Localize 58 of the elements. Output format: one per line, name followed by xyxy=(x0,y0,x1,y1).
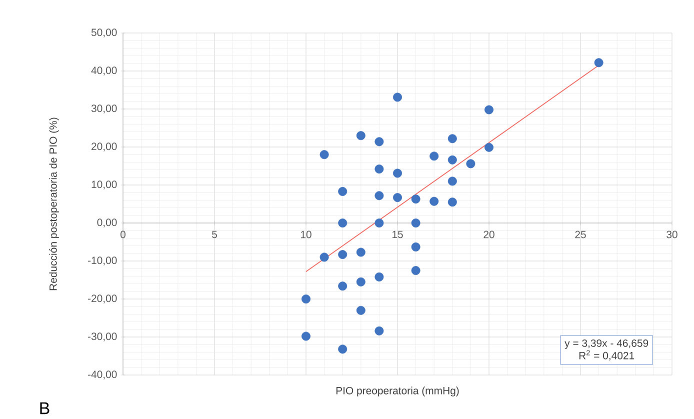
point xyxy=(430,196,439,206)
point xyxy=(411,242,420,252)
point xyxy=(484,142,494,152)
point xyxy=(356,248,366,257)
x-tick-label: 5 xyxy=(212,230,217,238)
x-tick-label: 25 xyxy=(575,230,586,238)
point xyxy=(484,105,494,114)
point xyxy=(338,218,348,228)
point xyxy=(302,294,310,304)
point xyxy=(430,152,439,161)
point xyxy=(302,332,310,341)
point xyxy=(338,344,348,354)
y-tick-label: -30,00 xyxy=(88,332,117,342)
point xyxy=(448,176,457,186)
x-tick-label: 15 xyxy=(392,230,403,238)
text: B xyxy=(40,402,50,414)
point xyxy=(338,282,348,291)
point xyxy=(374,191,384,200)
y-tick-label: 50,00 xyxy=(91,28,117,38)
point xyxy=(448,134,457,144)
point xyxy=(356,306,366,315)
point xyxy=(338,186,348,196)
point xyxy=(356,277,366,286)
y-tick-label: 10,00 xyxy=(92,180,117,190)
y-tick-label: -10,00 xyxy=(88,256,117,266)
point xyxy=(393,193,402,202)
point xyxy=(374,218,384,228)
point xyxy=(448,155,457,164)
point xyxy=(356,131,366,140)
point xyxy=(411,194,420,204)
point xyxy=(466,159,476,168)
x-tick-label: 30 xyxy=(666,230,678,238)
point xyxy=(448,198,457,207)
x-axis-title: PIO preoperatoria (mmHg) xyxy=(336,386,459,396)
point xyxy=(374,137,384,146)
x-tick-label: 20 xyxy=(484,230,494,238)
y-axis-title: Reducción postoperatoria de PIO (%) xyxy=(49,118,59,290)
x-tick-label: 10 xyxy=(300,230,312,238)
point xyxy=(320,252,329,262)
y-tick-label: 20,00 xyxy=(92,142,117,152)
y-tick-label: 30,00 xyxy=(91,104,117,114)
annotation: R$^{2}$ = 0,4021 xyxy=(579,350,634,361)
y-tick-label: 0,00 xyxy=(97,218,117,228)
point xyxy=(411,218,420,228)
point xyxy=(374,326,384,336)
y-tick-label: -20,00 xyxy=(88,294,117,304)
point xyxy=(374,272,384,282)
point xyxy=(338,250,348,260)
point xyxy=(393,168,402,178)
point xyxy=(393,92,402,102)
x-tick-label: 0 xyxy=(120,230,126,238)
annotation: y = 3,39x - 46,659 xyxy=(564,339,648,349)
point xyxy=(594,58,604,68)
point xyxy=(374,164,384,174)
y-tick-label: -40,00 xyxy=(88,370,117,380)
point xyxy=(320,150,329,160)
point xyxy=(411,266,420,275)
y-tick-label: 40,00 xyxy=(91,66,117,76)
